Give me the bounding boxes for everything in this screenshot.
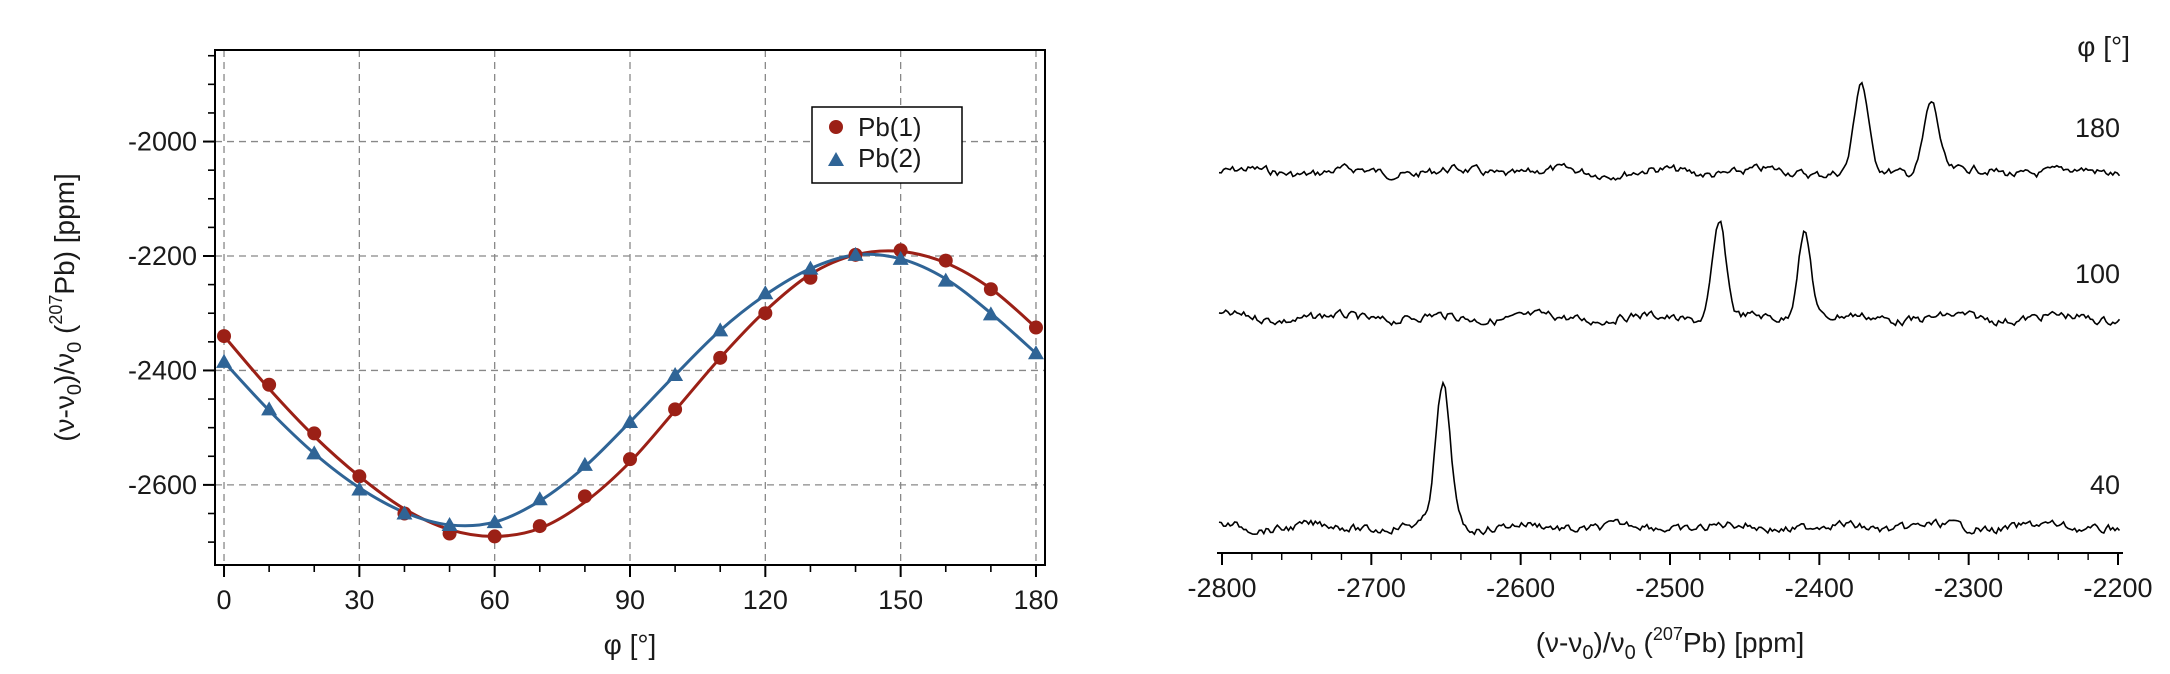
data-point-pb2: [306, 445, 323, 460]
label-part: 0: [64, 342, 86, 353]
spectrum-trace-40: [1218, 380, 2121, 536]
data-point-pb1: [713, 350, 728, 365]
angle-labels-title: φ [°]: [2077, 31, 2130, 62]
x-tick-label: 0: [217, 585, 232, 615]
x-tick-label: -2400: [1785, 573, 1854, 603]
label-part: 207: [46, 295, 66, 325]
data-point-pb2: [667, 367, 684, 382]
data-point-pb1: [352, 469, 367, 484]
x-axis-ticks: [1221, 553, 2119, 565]
data-point-pb1: [938, 253, 953, 268]
label-part: (: [49, 324, 80, 342]
data-point-pb2: [847, 246, 864, 261]
spectrum-trace-180: [1218, 81, 2121, 181]
spectrum-label-180: 180: [2075, 113, 2120, 143]
label-part: 207: [1653, 624, 1683, 644]
spectrum-angle-labels: 180 100 40: [2075, 113, 2120, 500]
label-part: 0: [1582, 642, 1593, 664]
label-part: )/ν: [49, 353, 80, 384]
spectrum-trace-100: [1218, 220, 2121, 327]
legend-marker-pb2: [828, 152, 844, 166]
label-part: )/ν: [1594, 627, 1625, 658]
data-point-pb2: [892, 250, 909, 265]
chemical-shift-vs-angle-chart: 0 30 60 90 120 150 180 -2600 -2400 -2200 -2000 φ …: [46, 49, 1059, 660]
label-part: Pb) [ppm]: [49, 173, 80, 294]
legend-marker-pb1: [829, 120, 843, 134]
data-point-pb2: [216, 353, 233, 368]
x-tick-label: 180: [1013, 585, 1058, 615]
data-point-pb2: [261, 401, 278, 416]
legend-box: [811, 106, 963, 184]
x-tick-label: -2700: [1337, 573, 1406, 603]
legend-label-pb1: Pb(1): [858, 112, 922, 142]
y-axis-title: (ν-ν0)/ν0 (207Pb) [ppm]: [46, 173, 86, 442]
label-part: (ν-ν: [1536, 627, 1583, 658]
data-point-pb2: [937, 272, 954, 287]
x-tick-label: -2300: [1934, 573, 2003, 603]
data-point-pb1: [893, 243, 908, 258]
data-point-pb1: [983, 282, 998, 297]
x-tick-label: -2800: [1187, 573, 1256, 603]
data-point-pb2: [576, 456, 593, 471]
data-point-pb2: [802, 260, 819, 275]
data-points: [216, 243, 1044, 544]
label-part: (ν-ν: [49, 395, 80, 442]
label-part: 0: [64, 384, 86, 395]
x-axis-title: (ν-ν0)/ν0 (207Pb) [ppm]: [1536, 624, 1805, 664]
data-point-pb1: [758, 306, 773, 321]
data-point-pb2: [351, 481, 368, 496]
x-tick-label: 60: [480, 585, 510, 615]
data-point-pb2: [486, 514, 503, 529]
data-point-pb2: [757, 285, 774, 300]
data-point-pb1: [668, 402, 683, 417]
data-point-pb1: [577, 489, 592, 504]
legend-label-pb2: Pb(2): [858, 143, 922, 173]
spectrum-traces: [1218, 81, 2121, 536]
data-point-pb1: [217, 329, 232, 344]
y-tick-label: -2000: [128, 127, 197, 157]
x-axis-title: φ [°]: [604, 629, 657, 660]
data-point-pb2: [982, 306, 999, 321]
label-part: 0: [1625, 642, 1636, 664]
data-point-pb2: [396, 505, 413, 520]
x-tick-label: -2200: [2083, 573, 2152, 603]
data-point-pb1: [532, 519, 547, 534]
x-tick-labels: -2800 -2700 -2600 -2500 -2400 -2300 -2200: [1187, 573, 2152, 603]
data-point-pb2: [441, 516, 458, 531]
y-tick-label: -2400: [128, 355, 197, 385]
x-tick-label: -2600: [1486, 573, 1555, 603]
x-tick-label: 30: [344, 585, 374, 615]
x-tick-labels: 0 30 60 90 120 150 180: [217, 585, 1059, 615]
nmr-spectra-chart: 180 100 40 φ [°] -2800 -2700 -2600 -2500 -2400…: [1187, 31, 2152, 664]
spectrum-label-40: 40: [2090, 470, 2120, 500]
label-part: Pb) [ppm]: [1683, 627, 1804, 658]
axis-ticks: [203, 54, 1037, 577]
x-tick-label: 90: [615, 585, 645, 615]
data-point-pb1: [623, 452, 637, 467]
y-tick-label: -2200: [128, 241, 197, 271]
data-point-pb2: [712, 322, 729, 337]
spectrum-label-100: 100: [2075, 259, 2120, 289]
data-point-pb2: [622, 413, 638, 428]
legend: Pb(1) Pb(2): [811, 106, 963, 184]
data-point-pb1: [262, 377, 277, 392]
x-tick-label: -2500: [1635, 573, 1704, 603]
data-point-pb2: [1027, 345, 1044, 360]
data-point-pb1: [1028, 320, 1043, 335]
data-point-pb1: [307, 426, 322, 441]
x-tick-label: 150: [878, 585, 923, 615]
label-part: (: [1636, 627, 1654, 658]
data-point-pb2: [531, 491, 548, 506]
data-point-pb1: [487, 529, 502, 544]
y-tick-label: -2600: [128, 470, 197, 500]
x-tick-label: 120: [743, 585, 788, 615]
y-tick-labels: -2600 -2400 -2200 -2000: [128, 127, 197, 500]
